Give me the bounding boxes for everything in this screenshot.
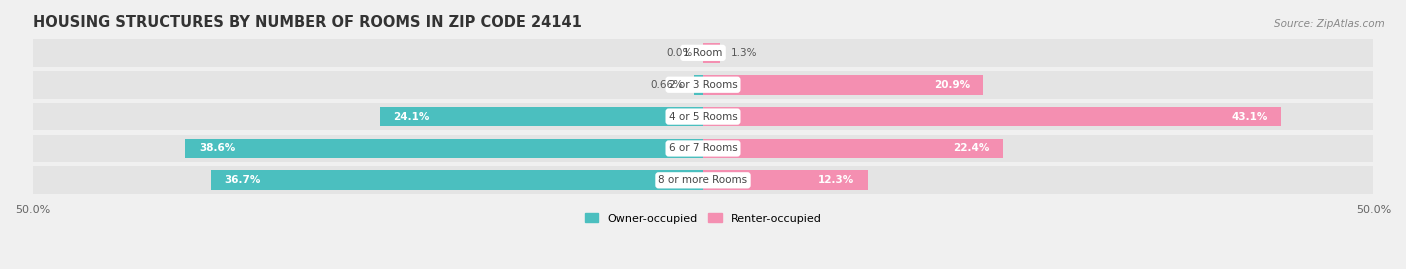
Text: 1.3%: 1.3% bbox=[731, 48, 758, 58]
Text: 8 or more Rooms: 8 or more Rooms bbox=[658, 175, 748, 185]
Bar bbox=[32, 71, 1374, 98]
Text: 4 or 5 Rooms: 4 or 5 Rooms bbox=[669, 112, 737, 122]
Bar bbox=[32, 103, 1374, 130]
Text: 2 or 3 Rooms: 2 or 3 Rooms bbox=[669, 80, 737, 90]
Bar bbox=[703, 75, 983, 95]
Bar bbox=[703, 171, 868, 190]
Text: 20.9%: 20.9% bbox=[934, 80, 970, 90]
Bar bbox=[211, 171, 703, 190]
Text: 6 or 7 Rooms: 6 or 7 Rooms bbox=[669, 143, 737, 153]
Text: 38.6%: 38.6% bbox=[198, 143, 235, 153]
Legend: Owner-occupied, Renter-occupied: Owner-occupied, Renter-occupied bbox=[581, 209, 825, 228]
Bar bbox=[380, 107, 703, 126]
Bar bbox=[32, 134, 1374, 162]
Bar bbox=[32, 39, 1374, 67]
Bar bbox=[703, 139, 1004, 158]
Bar bbox=[703, 43, 720, 63]
Text: 36.7%: 36.7% bbox=[225, 175, 260, 185]
Text: 0.0%: 0.0% bbox=[666, 48, 692, 58]
Text: 24.1%: 24.1% bbox=[394, 112, 430, 122]
Text: HOUSING STRUCTURES BY NUMBER OF ROOMS IN ZIP CODE 24141: HOUSING STRUCTURES BY NUMBER OF ROOMS IN… bbox=[32, 15, 582, 30]
Text: 12.3%: 12.3% bbox=[818, 175, 855, 185]
Text: 43.1%: 43.1% bbox=[1232, 112, 1267, 122]
Bar bbox=[695, 75, 703, 95]
Text: 1 Room: 1 Room bbox=[683, 48, 723, 58]
Text: Source: ZipAtlas.com: Source: ZipAtlas.com bbox=[1274, 19, 1385, 29]
Bar bbox=[703, 107, 1281, 126]
Text: 0.66%: 0.66% bbox=[651, 80, 683, 90]
Text: 22.4%: 22.4% bbox=[953, 143, 990, 153]
Bar bbox=[32, 167, 1374, 194]
Bar bbox=[186, 139, 703, 158]
